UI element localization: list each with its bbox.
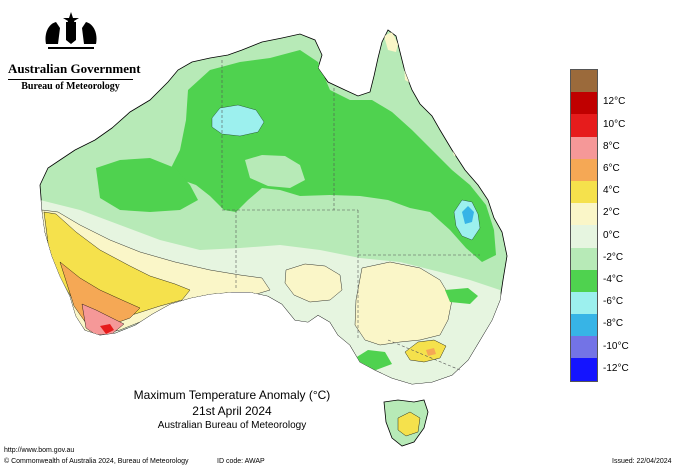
footer-url: http://www.bom.gov.au [4, 447, 75, 454]
legend-label: 8°C [603, 140, 620, 152]
logo-divider [8, 79, 133, 80]
legend-boxes [570, 69, 598, 382]
legend-label: 10°C [603, 118, 626, 130]
legend-swatch [570, 314, 598, 337]
region-green-south [445, 288, 478, 304]
tasmania-yellow [397, 411, 421, 437]
title-main: Maximum Temperature Anomaly (°C) [133, 388, 331, 402]
bureau-name: Bureau of Meteorology [21, 81, 120, 92]
region-cyan-north [211, 104, 265, 137]
legend-swatch [570, 180, 598, 204]
region-cream-central [284, 263, 343, 303]
legend-label: 2°C [603, 207, 620, 219]
coat-of-arms-icon [44, 12, 97, 49]
state-borders [221, 60, 480, 371]
region-yellow-vic [404, 339, 447, 363]
legend-swatch [570, 92, 598, 115]
legend-swatch [570, 158, 598, 181]
legend-swatch [570, 136, 598, 159]
legend-label: 4°C [603, 185, 620, 197]
government-logo: Australian Government Bureau of Meteorol… [8, 10, 141, 92]
region-green-north [170, 50, 496, 262]
legend-swatch [570, 203, 598, 226]
legend-label: 12°C [603, 96, 626, 108]
legend-label: -8°C [603, 318, 624, 330]
legend-swatch [570, 225, 598, 248]
footer-id-code: ID code: AWAP [217, 458, 265, 465]
region-blue-east [462, 206, 474, 224]
region-orange-vic [426, 348, 436, 356]
legend-label: -10°C [603, 340, 629, 352]
region-pink-sw [81, 303, 125, 336]
region-cream-se [354, 261, 453, 346]
legend-label: -6°C [603, 296, 624, 308]
title-date: 21st April 2024 [192, 404, 272, 418]
legend-label: -4°C [603, 273, 624, 285]
legend-swatch [570, 114, 598, 137]
region-orange-sw [59, 261, 141, 327]
title-source: Australian Bureau of Meteorology [157, 420, 307, 431]
region-green-west [96, 158, 198, 212]
region-cream-capeyork [384, 32, 398, 52]
region-lightgreen-interior [245, 155, 305, 188]
legend-swatch [570, 358, 598, 382]
legend-label: 6°C [603, 162, 620, 174]
legend-swatch [570, 336, 598, 359]
region-red-sw [100, 324, 114, 334]
footer-issued: Issued: 22/04/2024 [612, 458, 672, 465]
legend-swatch [570, 247, 598, 270]
footer-copyright: © Commonwealth of Australia 2024, Bureau… [4, 458, 189, 465]
legend-swatch [570, 291, 598, 315]
government-name: Australian Government [8, 61, 141, 76]
legend-label: 0°C [603, 229, 620, 241]
legend-label: -2°C [603, 251, 624, 263]
legend-label: -12°C [603, 362, 629, 374]
color-legend: 12°C 10°C 8°C 6°C 4°C 2°C 0°C -2°C -4°C -6°C -8°C -… [570, 69, 629, 382]
legend-swatch [570, 269, 598, 292]
map-title: Maximum Temperature Anomaly (°C) 21st Ap… [92, 388, 372, 431]
legend-swatch [570, 69, 598, 93]
